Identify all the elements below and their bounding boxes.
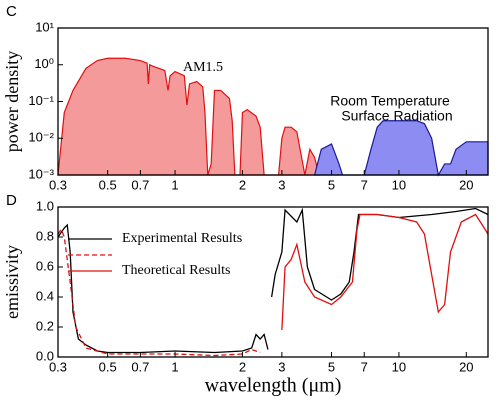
x-tick-label: 0.3	[49, 359, 67, 374]
x-tick-label: 3	[278, 359, 285, 374]
y-tick-label: 0.0	[36, 348, 54, 363]
x-tick-label: 0.5	[99, 359, 117, 374]
area	[313, 120, 489, 177]
annotation: AM1.5	[183, 60, 223, 75]
y-tick-label: 10⁻¹	[28, 93, 54, 108]
y-tick-label: 1.0	[36, 198, 54, 213]
y-tick-label: 10¹	[35, 19, 54, 34]
legend-label: Theoretical Results	[122, 263, 230, 278]
panel-label: D	[6, 192, 17, 209]
x-tick-label: 0.7	[131, 177, 149, 192]
y-tick-label: 10⁰	[34, 56, 54, 71]
area	[57, 57, 320, 176]
x-tick-label: 5	[328, 359, 335, 374]
line	[281, 213, 489, 331]
x-axis-label: wavelength (μm)	[205, 375, 342, 397]
x-tick-label: 7	[361, 359, 368, 374]
x-tick-label: 2	[239, 359, 246, 374]
x-tick-label: 0.5	[99, 177, 117, 192]
x-tick-label: 20	[459, 359, 473, 374]
y-tick-label: 0.6	[36, 258, 54, 273]
x-tick-label: 7	[361, 177, 368, 192]
x-tick-label: 10	[392, 177, 406, 192]
x-tick-label: 3	[278, 177, 285, 192]
x-tick-label: 0.7	[131, 359, 149, 374]
annotation: Surface Radiation	[341, 108, 452, 124]
x-tick-label: 1	[171, 177, 178, 192]
y-tick-label: 10⁻³	[28, 166, 54, 181]
plot-frame	[57, 206, 489, 358]
x-tick-label: 0.3	[49, 177, 67, 192]
x-tick-label: 5	[328, 177, 335, 192]
x-tick-label: 2	[239, 177, 246, 192]
legend-label: Experimental Results	[122, 231, 242, 246]
panel-label: C	[6, 3, 17, 20]
x-tick-label: 10	[392, 359, 406, 374]
line	[57, 207, 489, 354]
line	[57, 228, 261, 357]
y-tick-label: 0.4	[36, 288, 54, 303]
y-axis-label: power density	[2, 51, 22, 152]
x-tick-label: 20	[459, 177, 473, 192]
y-tick-label: 10⁻²	[28, 130, 54, 145]
y-tick-label: 0.8	[36, 228, 54, 243]
annotation: Room Temperature	[330, 93, 450, 109]
y-tick-label: 0.2	[36, 318, 54, 333]
x-tick-label: 1	[171, 359, 178, 374]
y-axis-label: emissivity	[2, 245, 22, 319]
